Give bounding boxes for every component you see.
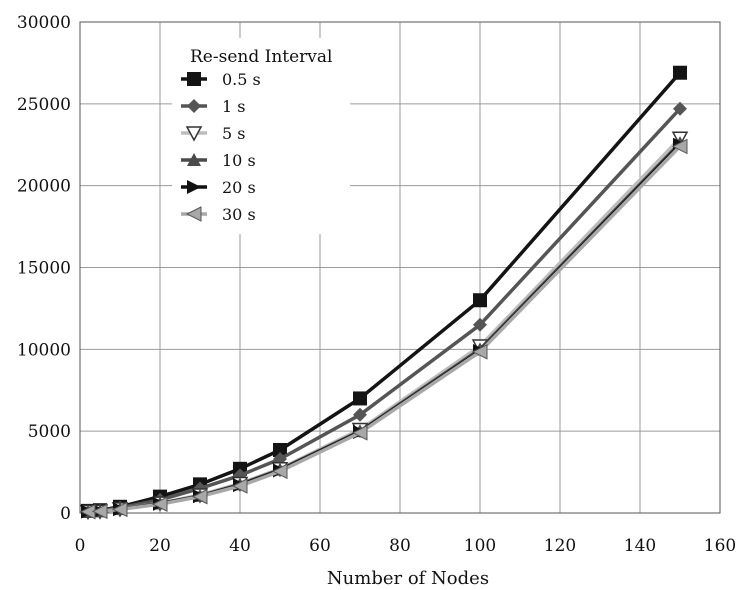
data-point-marker — [185, 206, 202, 222]
x-tick-label: 140 — [624, 536, 656, 556]
data-point-marker — [187, 72, 201, 86]
legend-item: 5 s — [181, 124, 245, 143]
x-axis-title: Number of Nodes — [327, 568, 489, 589]
data-point-marker — [231, 478, 248, 494]
series-4 — [81, 137, 687, 519]
legend-label: 20 s — [222, 178, 256, 197]
x-tick-label: 40 — [229, 536, 251, 556]
series-layer — [79, 65, 689, 521]
plot-frame — [79, 21, 721, 514]
series-1 — [81, 101, 687, 519]
x-tick-label: 0 — [75, 536, 86, 556]
legend-label: 5 s — [222, 124, 245, 143]
data-point-marker — [187, 153, 201, 166]
data-point-marker — [91, 503, 108, 520]
legend-label: 30 s — [222, 205, 256, 224]
legend-item: 20 s — [181, 178, 256, 197]
y-tick-label: 5000 — [28, 422, 71, 442]
data-point-marker — [673, 65, 687, 80]
series-0 — [81, 65, 687, 518]
x-tick-label: 100 — [464, 536, 496, 556]
y-tick-label: 15000 — [17, 259, 71, 279]
grid — [79, 21, 721, 514]
data-point-marker — [273, 442, 287, 457]
legend-label: 10 s — [222, 151, 256, 170]
data-point-marker — [673, 101, 687, 116]
series-2 — [79, 131, 689, 521]
data-point-marker — [271, 463, 288, 480]
legend-title: Re-send Interval — [190, 47, 332, 67]
legend-box — [172, 38, 350, 234]
data-point-marker — [187, 180, 201, 194]
x-tick-label: 120 — [544, 536, 576, 556]
legend-item: 1 s — [181, 97, 245, 116]
data-point-marker — [111, 501, 128, 518]
data-point-marker — [473, 317, 487, 332]
x-tick-label: 60 — [309, 536, 331, 556]
legend-label: 0.5 s — [222, 70, 261, 89]
data-point-marker — [185, 126, 203, 142]
data-point-marker — [191, 488, 208, 505]
x-tick-label: 160 — [704, 536, 736, 556]
legend-item: 0.5 s — [181, 70, 261, 89]
data-point-marker — [187, 99, 201, 113]
axes: 0 20 40 60 80 100 120 140 160 0 5000 10000 15000 2000… — [17, 13, 736, 556]
legend-items: 0.5 s 1 s 5 s 10 s 20 s 30 s — [181, 70, 261, 224]
series-line — [87, 145, 682, 514]
data-point-marker — [151, 496, 168, 512]
data-point-marker — [473, 293, 487, 308]
data-point-marker — [351, 424, 368, 441]
legend-item: 10 s — [181, 151, 256, 170]
y-tick-label: 30000 — [17, 13, 71, 33]
series-3 — [81, 136, 687, 518]
y-tick-label: 10000 — [17, 340, 71, 360]
legend: Re-send Interval 0.5 s 1 s 5 s 10 s 20 s 30 s — [172, 38, 350, 234]
data-point-marker — [353, 407, 367, 422]
series-5 — [79, 138, 688, 520]
data-point-marker — [471, 343, 488, 360]
legend-label: 1 s — [222, 97, 245, 116]
x-tick-label: 80 — [389, 536, 411, 556]
y-tick-label: 20000 — [17, 177, 71, 197]
data-point-marker — [353, 391, 367, 406]
y-tick-label: 0 — [60, 504, 71, 524]
x-tick-label: 20 — [149, 536, 171, 556]
legend-item: 30 s — [181, 205, 256, 224]
y-tick-label: 25000 — [17, 95, 71, 115]
data-point-marker — [671, 138, 688, 155]
